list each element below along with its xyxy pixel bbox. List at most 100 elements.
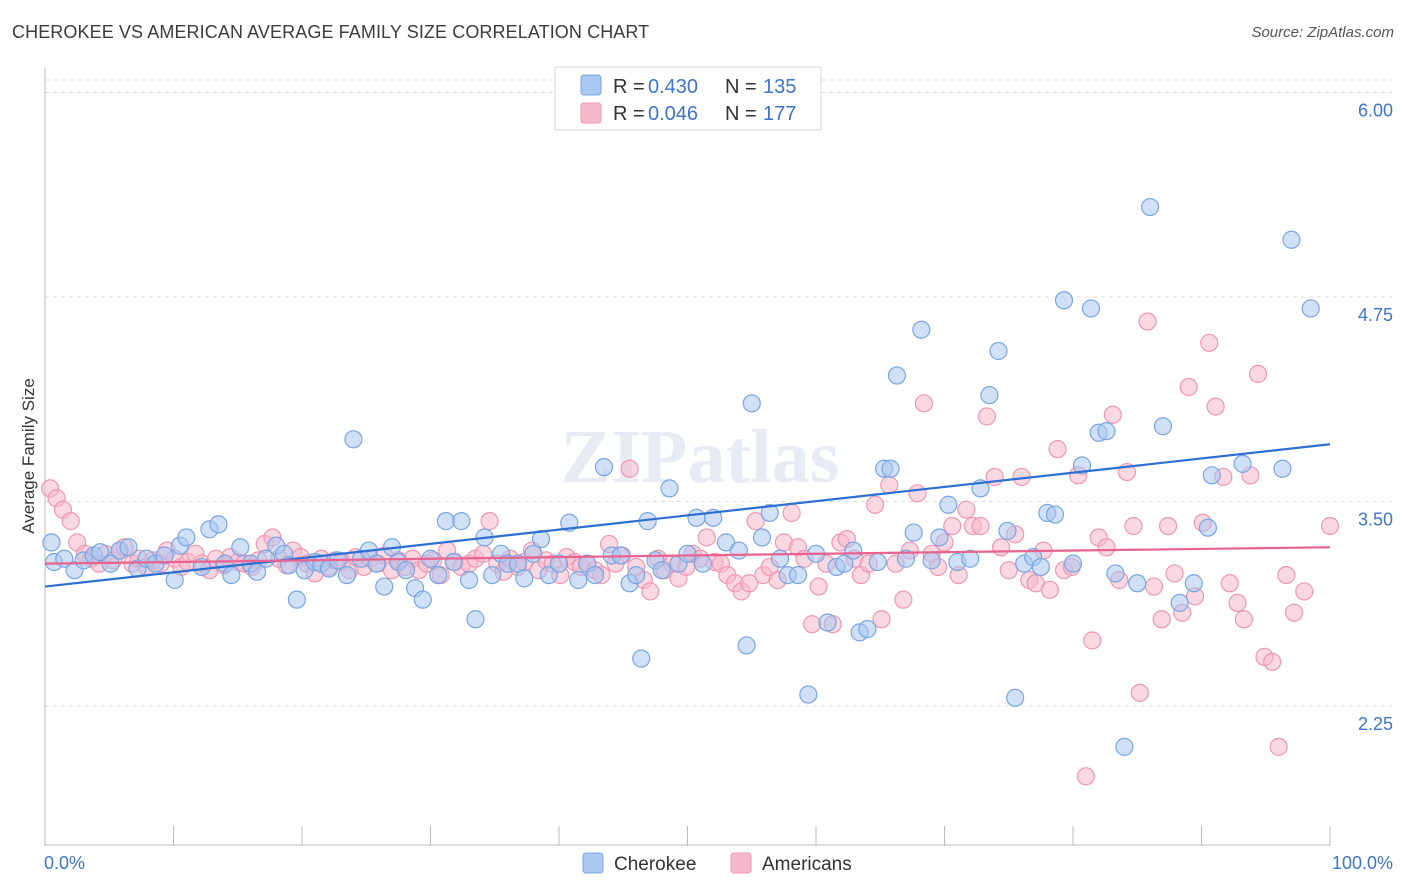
data-point xyxy=(177,528,196,547)
data-point xyxy=(515,569,534,588)
data-point xyxy=(1115,737,1134,756)
data-point xyxy=(1128,574,1147,593)
data-point xyxy=(999,561,1018,580)
data-point xyxy=(1295,582,1314,601)
y-axis-label: Average Family Size xyxy=(19,378,38,534)
data-point xyxy=(991,538,1011,557)
data-point xyxy=(746,512,765,531)
data-point xyxy=(1144,577,1164,596)
legend-n-value-1: 135 xyxy=(763,76,796,98)
data-point xyxy=(904,523,923,542)
data-point xyxy=(716,533,736,552)
data-point xyxy=(1198,518,1218,537)
data-point xyxy=(337,565,357,585)
data-point xyxy=(693,554,713,573)
data-point xyxy=(660,479,679,498)
x-tick-label-max: 100.0% xyxy=(1332,853,1393,873)
data-point xyxy=(1045,505,1065,524)
data-point xyxy=(740,574,759,593)
data-point xyxy=(466,610,485,629)
data-point xyxy=(1282,230,1301,249)
data-point xyxy=(799,685,818,704)
data-point xyxy=(760,503,779,523)
data-point xyxy=(1233,454,1252,473)
data-point xyxy=(91,543,110,562)
data-point xyxy=(1076,767,1095,786)
data-point xyxy=(155,546,174,565)
watermark: ZIPatlas xyxy=(561,415,840,499)
data-point xyxy=(1273,459,1292,478)
data-point xyxy=(1263,652,1282,671)
data-point xyxy=(770,549,790,568)
data-point xyxy=(971,516,990,536)
data-point xyxy=(632,649,651,668)
data-point xyxy=(287,590,306,609)
legend-n-label-2: N = xyxy=(725,103,757,125)
legend-n-value-2: 177 xyxy=(763,103,796,125)
data-point xyxy=(480,512,499,531)
data-point xyxy=(939,495,958,514)
data-point xyxy=(222,565,241,585)
data-point xyxy=(737,636,756,655)
y-tick-label: 3.50 xyxy=(1358,509,1393,529)
data-point xyxy=(549,554,569,573)
data-point xyxy=(1081,299,1101,318)
data-point xyxy=(788,565,808,585)
data-point xyxy=(1124,516,1143,536)
data-point xyxy=(1063,554,1083,573)
data-point xyxy=(1097,538,1116,557)
data-point xyxy=(1006,688,1025,707)
data-point xyxy=(998,521,1017,541)
data-point xyxy=(809,577,828,596)
data-point xyxy=(1048,440,1067,459)
y-tick-labels: 2.25 3.50 4.75 6.00 xyxy=(1358,101,1393,734)
data-point xyxy=(818,613,837,632)
data-point xyxy=(943,516,962,536)
data-point xyxy=(1054,291,1074,310)
data-point xyxy=(803,615,822,634)
data-point xyxy=(1138,312,1157,331)
data-point xyxy=(429,565,448,585)
data-point xyxy=(977,407,997,426)
legend-swatch-americans xyxy=(580,102,602,124)
trend-line-cherokee xyxy=(44,443,1331,588)
y-tick-label: 2.25 xyxy=(1358,714,1393,734)
data-point xyxy=(641,582,660,601)
data-point xyxy=(1179,377,1198,397)
data-point xyxy=(1103,405,1122,424)
data-point xyxy=(626,565,646,585)
data-point xyxy=(961,549,980,568)
x-tick-label-min: 0.0% xyxy=(44,853,85,873)
data-point xyxy=(887,366,907,385)
data-point xyxy=(231,538,250,557)
data-point xyxy=(1202,466,1221,485)
data-point xyxy=(1130,683,1149,702)
legend-swatch-cherokee xyxy=(580,74,602,96)
axes xyxy=(44,68,1331,846)
data-point xyxy=(594,458,614,477)
data-point xyxy=(872,610,891,629)
trend-line-americans xyxy=(44,546,1331,565)
source-credit: Source: ZipAtlas.com xyxy=(1251,24,1394,41)
data-point xyxy=(396,561,416,580)
chart-title: CHEROKEE VS AMERICAN AVERAGE FAMILY SIZE… xyxy=(12,22,650,42)
data-point xyxy=(752,528,772,547)
data-point xyxy=(908,484,927,503)
data-point xyxy=(742,394,761,413)
bottom-legend-swatch-americans xyxy=(730,852,752,874)
data-point xyxy=(652,561,671,580)
data-point xyxy=(835,554,854,573)
bottom-legend: Cherokee Americans xyxy=(582,852,852,875)
data-point xyxy=(1206,397,1225,416)
data-point xyxy=(858,619,877,639)
data-point xyxy=(1072,456,1092,475)
data-point xyxy=(687,508,706,527)
bottom-legend-swatch-cherokee xyxy=(582,852,604,874)
data-point xyxy=(894,590,913,609)
data-point xyxy=(367,554,386,573)
data-point xyxy=(782,503,801,523)
data-point xyxy=(1031,557,1050,577)
legend: R = 0.430 N = 135 R = 0.046 N = 177 xyxy=(554,66,822,131)
bottom-legend-cherokee: Cherokee xyxy=(614,854,696,875)
